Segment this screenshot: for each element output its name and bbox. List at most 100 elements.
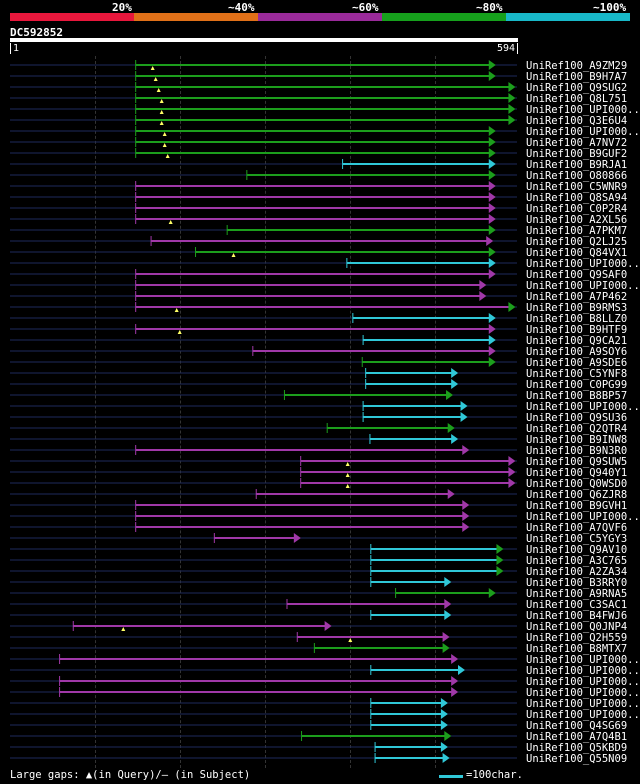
legend-scale-line [439, 775, 463, 778]
hit-arrow [447, 489, 455, 499]
hit-arrow [488, 60, 496, 70]
hit-arrow [488, 137, 496, 147]
query-end: 594 [497, 43, 516, 54]
gap-marker [168, 220, 173, 224]
hit-label: UniRef100_B3RRY0 [526, 577, 627, 589]
scale-segment [506, 13, 630, 21]
hit-label: UniRef100_Q0WSD0 [526, 478, 627, 490]
hit-label: UniRef100_C5YNF8 [526, 368, 627, 380]
scale-segment [134, 13, 258, 21]
gap-marker [159, 99, 164, 103]
hit-arrow [479, 291, 487, 301]
gap-marker [159, 110, 164, 114]
hit-label: UniRef100_Q0JNP4 [526, 621, 627, 633]
hit-arrow [451, 676, 459, 686]
query-start: 1 [13, 43, 20, 54]
hit-label: UniRef100_A7QVF6 [526, 522, 627, 534]
hit-label: UniRef100_UPI000... [526, 401, 640, 413]
hit-label: UniRef100_Q6ZJR8 [526, 489, 627, 501]
hit-label: UniRef100_Q2LJ25 [526, 236, 627, 248]
hit-label: UniRef100_B9N3R0 [526, 445, 627, 457]
hit-label: UniRef100_Q2QTR4 [526, 423, 627, 435]
hit-label: UniRef100_Q9SAF0 [526, 269, 627, 281]
gap-marker [345, 473, 350, 477]
scale-segment [258, 13, 382, 21]
hit-arrow [444, 731, 452, 741]
hit-label: UniRef100_Q9SUG2 [526, 82, 627, 94]
hit-arrow [451, 654, 459, 664]
hit-label: UniRef100_Q84VX1 [526, 247, 627, 259]
hit-arrow [324, 621, 332, 631]
scale-label-40: ~40% [228, 1, 255, 14]
hit-arrow [444, 577, 452, 587]
hit-arrow [488, 269, 496, 279]
hit-arrow [488, 258, 496, 268]
hit-label: UniRef100_B8BP57 [526, 390, 627, 402]
hit-arrow [496, 566, 504, 576]
hit-label: UniRef100_Q8SA94 [526, 192, 627, 204]
hit-label: UniRef100_A7Q4B1 [526, 731, 627, 743]
hit-arrow [488, 181, 496, 191]
hit-label: UniRef100_C0PG99 [526, 379, 627, 391]
hit-label: UniRef100_A2XL56 [526, 214, 627, 226]
hit-arrow [444, 610, 452, 620]
hit-arrow [488, 313, 496, 323]
hit-label: UniRef100_Q9SU36 [526, 412, 627, 424]
ruler-start-tick [10, 43, 11, 54]
hit-arrow [462, 522, 470, 532]
hit-label: UniRef100_B8MTX7 [526, 643, 627, 655]
hit-label: UniRef100_B9GVH1 [526, 500, 627, 512]
hit-label: UniRef100_Q4SG69 [526, 720, 627, 732]
hit-label: UniRef100_UPI000... [526, 698, 640, 710]
hit-label: UniRef100_UPI000... [526, 676, 640, 688]
gap-marker [162, 132, 167, 136]
hit-label: UniRef100_B9H7A7 [526, 71, 627, 83]
gap-marker [150, 66, 155, 70]
hit-label: UniRef100_Q940Y1 [526, 467, 627, 479]
legend-scale: =100char. [466, 769, 523, 781]
hit-arrow [488, 357, 496, 367]
hit-arrow [447, 423, 455, 433]
hit-arrow [462, 500, 470, 510]
hit-arrow [488, 126, 496, 136]
hit-label: UniRef100_Q9SUW5 [526, 456, 627, 468]
hit-label: UniRef100_A9SDE6 [526, 357, 627, 369]
gap-marker [345, 484, 350, 488]
hit-arrow [508, 93, 516, 103]
gap-marker [174, 308, 179, 312]
hit-arrow [451, 379, 459, 389]
scale-segment [382, 13, 506, 21]
gap-marker [156, 88, 161, 92]
grid-line [435, 56, 437, 768]
hit-arrow [486, 236, 494, 246]
gap-marker [153, 77, 158, 81]
hit-arrow [508, 115, 516, 125]
hit-label: UniRef100_B9GUF2 [526, 148, 627, 160]
scale-label-20: 20% [112, 1, 132, 14]
hit-label: UniRef100_C5YGY3 [526, 533, 627, 545]
gap-marker [165, 154, 170, 158]
hit-label: UniRef100_UPI000... [526, 280, 640, 292]
identity-scale-bar [10, 13, 630, 21]
hit-arrow [440, 742, 448, 752]
hit-arrow [488, 203, 496, 213]
hit-arrow [444, 599, 452, 609]
hit-arrow [462, 445, 470, 455]
gap-marker [159, 121, 164, 125]
hit-arrow [440, 720, 448, 730]
hit-arrow [442, 643, 450, 653]
hit-arrow [496, 555, 504, 565]
hit-label: UniRef100_Q9CA21 [526, 335, 627, 347]
hit-label: UniRef100_B9INW8 [526, 434, 627, 446]
hit-arrow [508, 456, 516, 466]
grid-line [350, 56, 352, 768]
hit-label: UniRef100_Q5KBD9 [526, 742, 627, 754]
gap-marker [162, 143, 167, 147]
hit-arrow [488, 247, 496, 257]
hit-arrow [293, 533, 301, 543]
scale-label-60: ~60% [352, 1, 379, 14]
hit-label: UniRef100_UPI000... [526, 511, 640, 523]
gap-marker [345, 462, 350, 466]
hit-arrow [488, 192, 496, 202]
